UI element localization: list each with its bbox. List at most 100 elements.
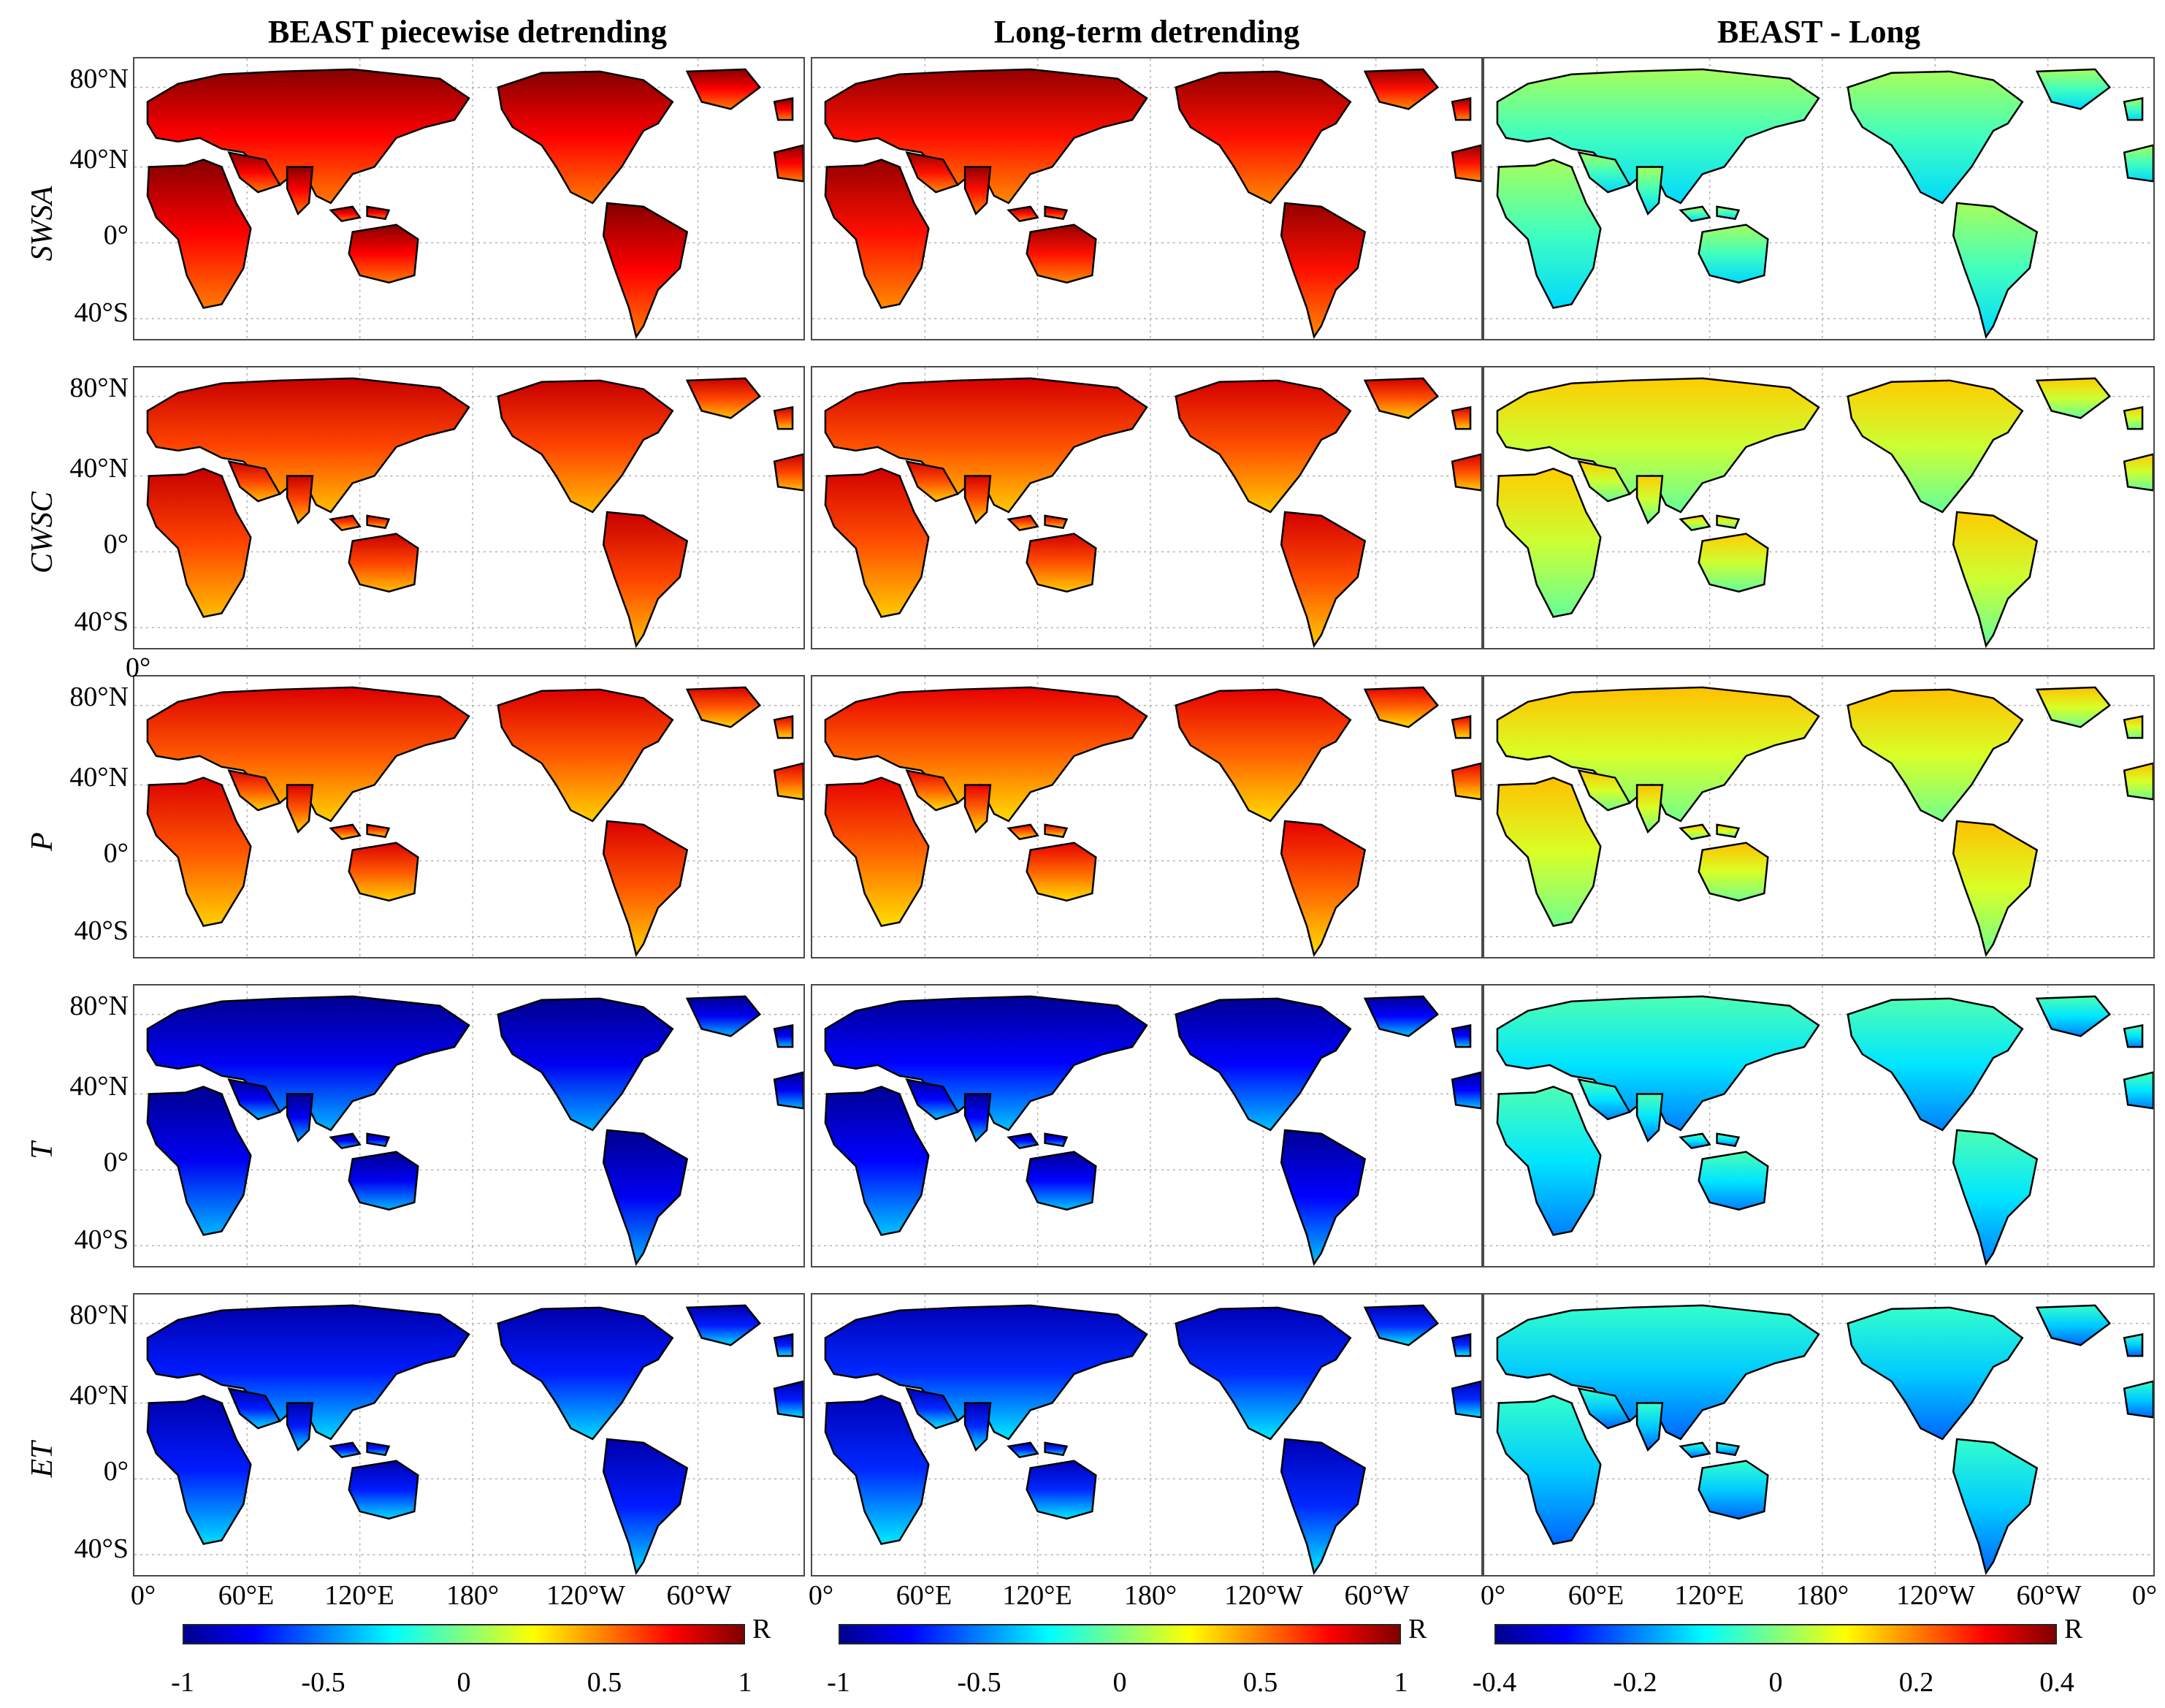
map-panel bbox=[811, 57, 1483, 340]
world-map bbox=[134, 1295, 803, 1575]
latitude-tick-label: 80°N bbox=[69, 1300, 129, 1330]
landmass bbox=[905, 1387, 959, 1430]
landmass bbox=[963, 166, 992, 216]
landmass bbox=[685, 68, 762, 110]
longitude-tick-label: 120°E bbox=[1002, 1580, 1072, 1611]
latitude-tick-label: 0° bbox=[103, 1147, 129, 1178]
landmass bbox=[1679, 514, 1711, 532]
landmass-group bbox=[146, 377, 803, 648]
landmass bbox=[1496, 468, 1602, 618]
landmass bbox=[1577, 150, 1631, 194]
landmass bbox=[602, 820, 689, 957]
landmass bbox=[1280, 820, 1367, 957]
landmass bbox=[1952, 511, 2039, 648]
colorbar-tick-label: -0.5 bbox=[957, 1667, 1001, 1698]
landmass bbox=[1026, 533, 1097, 593]
landmass bbox=[2035, 377, 2112, 419]
landmass bbox=[905, 150, 959, 194]
latitude-tick-label: 80°N bbox=[69, 373, 129, 403]
latitude-tick-label: 0° bbox=[103, 838, 129, 869]
landmass bbox=[146, 777, 252, 927]
landmass bbox=[2035, 686, 2112, 728]
landmass bbox=[1280, 202, 1367, 339]
longitude-tick-label: 60°E bbox=[218, 1580, 275, 1611]
latitude-tick-label: 40°S bbox=[74, 606, 129, 637]
latitude-tick-label: 40°N bbox=[69, 453, 129, 484]
longitude-tick-label: 0° bbox=[808, 1580, 834, 1611]
landmass bbox=[1496, 777, 1602, 927]
landmass bbox=[2123, 1380, 2153, 1419]
landmass bbox=[227, 150, 281, 194]
landmass bbox=[2123, 714, 2144, 739]
world-map bbox=[1484, 367, 2153, 648]
landmass bbox=[146, 995, 470, 1132]
landmass bbox=[1451, 714, 1472, 739]
longitude-tick-label: 120°W bbox=[1223, 1580, 1304, 1611]
landmass bbox=[1952, 202, 2039, 339]
column-title-difference: BEAST - Long bbox=[1717, 14, 1920, 50]
landmass bbox=[146, 686, 470, 823]
world-map bbox=[134, 58, 803, 339]
landmass bbox=[1952, 1438, 2039, 1575]
landmass bbox=[2123, 453, 2153, 492]
world-map bbox=[134, 676, 803, 957]
longitude-tick-label: 180° bbox=[446, 1580, 500, 1611]
landmass bbox=[905, 460, 959, 503]
landmass bbox=[497, 379, 674, 514]
landmass-group bbox=[824, 1304, 1481, 1575]
landmass-group bbox=[1496, 68, 2153, 339]
landmass bbox=[824, 377, 1148, 514]
landmass-group bbox=[146, 686, 803, 957]
landmass bbox=[824, 777, 930, 927]
colorbar-tick-label: 0 bbox=[1768, 1667, 1783, 1698]
landmass bbox=[2123, 96, 2144, 121]
landmass bbox=[146, 1086, 252, 1236]
landmass bbox=[1175, 70, 1352, 205]
map-panel bbox=[1483, 1293, 2155, 1577]
landmass bbox=[2123, 405, 2144, 430]
map-panel bbox=[1483, 57, 2155, 340]
landmass bbox=[366, 1441, 391, 1457]
landmass bbox=[1847, 1306, 2024, 1441]
landmass bbox=[366, 205, 391, 221]
landmass bbox=[1679, 205, 1711, 223]
landmass bbox=[1280, 1129, 1367, 1266]
landmass bbox=[1679, 1441, 1711, 1459]
landmass bbox=[2123, 144, 2153, 183]
landmass bbox=[286, 1402, 314, 1452]
landmass bbox=[963, 784, 992, 834]
landmass bbox=[824, 159, 930, 309]
colorbar-unit: R bbox=[2064, 1614, 2083, 1644]
map-panel bbox=[133, 57, 805, 340]
colorbar-tick-label: 0.4 bbox=[2039, 1667, 2074, 1698]
colorbar-tick-label: 1 bbox=[1394, 1667, 1408, 1698]
landmass bbox=[497, 688, 674, 823]
landmass bbox=[1451, 1380, 1481, 1419]
landmass bbox=[227, 1387, 281, 1430]
map-panel bbox=[811, 675, 1483, 958]
landmass bbox=[1716, 1441, 1741, 1457]
colorbar bbox=[1494, 1624, 2057, 1644]
landmass bbox=[1363, 1304, 1440, 1346]
landmass bbox=[1716, 823, 1741, 839]
landmass bbox=[1044, 1441, 1069, 1457]
landmass bbox=[824, 68, 1148, 205]
longitude-tick-label: 0° bbox=[1480, 1580, 1506, 1611]
colorbar-unit: R bbox=[752, 1614, 771, 1644]
landmass-group bbox=[824, 686, 1481, 957]
landmass bbox=[1496, 1395, 1602, 1545]
colorbar-tick-label: 0.2 bbox=[1898, 1667, 1934, 1698]
world-map bbox=[812, 1295, 1481, 1575]
world-map bbox=[812, 985, 1481, 1266]
longitude-tick-label: 60°W bbox=[666, 1580, 732, 1611]
landmass bbox=[2035, 68, 2112, 110]
map-panel bbox=[133, 1293, 805, 1577]
landmass bbox=[905, 1078, 959, 1121]
landmass bbox=[146, 159, 252, 309]
landmass bbox=[1026, 1151, 1097, 1211]
landmass bbox=[1716, 1132, 1741, 1148]
map-panel bbox=[811, 1293, 1483, 1577]
latitude-tick-label: 40°N bbox=[69, 1380, 129, 1411]
landmass bbox=[348, 842, 419, 902]
landmass bbox=[1847, 70, 2024, 205]
